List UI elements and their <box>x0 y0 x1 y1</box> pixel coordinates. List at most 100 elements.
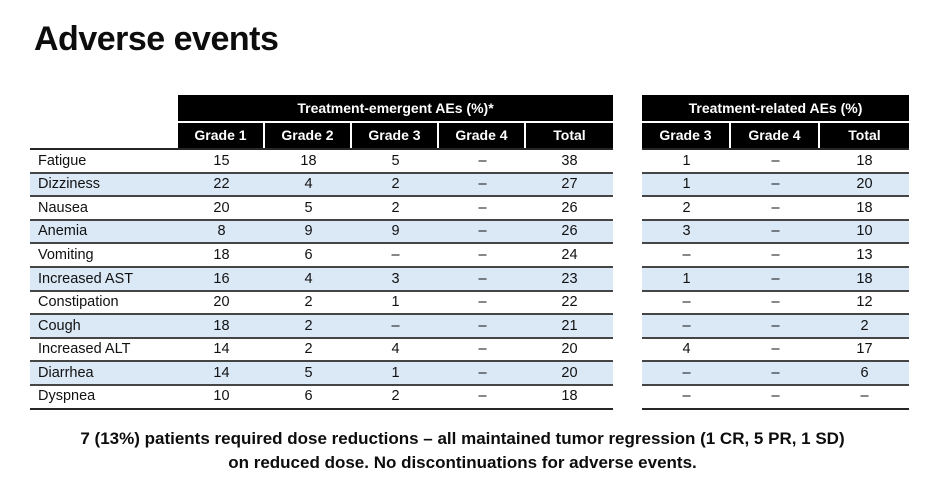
related-value-cell: 4 <box>682 341 691 358</box>
related-value-cell: 18 <box>856 270 873 287</box>
emergent-value-cell: 5 <box>304 199 313 216</box>
emergent-value-cell: 2 <box>304 317 313 334</box>
emergent-value-cell: 2 <box>391 388 400 405</box>
emergent-value-cell: 2 <box>391 176 400 193</box>
table-row: 1 – 18 <box>642 150 909 174</box>
emergent-value-cell: 16 <box>213 270 230 287</box>
emergent-value-cell: 2 <box>304 341 313 358</box>
related-value-cell: – <box>771 223 780 240</box>
table-row: Increased AST 16 4 3 – 23 <box>30 267 613 292</box>
related-value-cell: – <box>771 364 780 381</box>
emergent-value-cell: 20 <box>561 341 578 358</box>
table-row: Nausea 20 5 2 – 26 <box>30 197 613 221</box>
emergent-group-header-row: Treatment-emergent AEs (%)* <box>30 95 613 123</box>
column-header-grade4: Grade 4 <box>439 123 526 148</box>
emergent-column-header-row: Grade 1 Grade 2 Grade 3 Grade 4 Total <box>30 123 613 148</box>
related-value-cell: – <box>682 317 691 334</box>
row-label: Dizziness <box>38 176 101 193</box>
row-label: Vomiting <box>38 246 94 263</box>
emergent-value-cell: 14 <box>213 364 230 381</box>
related-table-body: 1–18 1–20 2–18 3–10– –13 1–18– –12– –2 4–17– –6– –… <box>642 148 909 410</box>
emergent-value-cell: – <box>391 246 400 263</box>
emergent-value-cell: 3 <box>391 270 400 287</box>
column-header-grade3: Grade 3 <box>352 123 439 148</box>
related-value-cell: 2 <box>860 317 869 334</box>
related-value-cell: – <box>771 270 780 287</box>
column-header-grade1: Grade 1 <box>178 123 265 148</box>
emergent-value-cell: 22 <box>561 294 578 311</box>
emergent-value-cell: 2 <box>304 294 313 311</box>
emergent-value-cell: – <box>478 388 487 405</box>
table-row: – – 2 <box>642 315 909 339</box>
emergent-value-cell: – <box>478 176 487 193</box>
related-value-cell: – <box>771 246 780 263</box>
emergent-value-cell: 24 <box>561 246 578 263</box>
emergent-value-cell: 20 <box>213 199 230 216</box>
related-value-cell: 1 <box>682 176 691 193</box>
emergent-value-cell: – <box>478 270 487 287</box>
emergent-value-cell: – <box>478 317 487 334</box>
emergent-value-cell: 2 <box>391 199 400 216</box>
related-value-cell: 18 <box>856 199 873 216</box>
related-value-cell: – <box>771 152 780 169</box>
emergent-value-cell: 23 <box>561 270 578 287</box>
table-row: Diarrhea 14 5 1 – 20 <box>30 362 613 386</box>
related-value-cell: 6 <box>860 364 869 381</box>
related-column-header-row: Grade 3 Grade 4 Total <box>642 123 909 148</box>
table-row: – – 13 <box>642 244 909 268</box>
row-label: Increased AST <box>38 270 134 287</box>
emergent-value-cell: 26 <box>561 223 578 240</box>
treatment-related-table: Treatment-related AEs (%) Grade 3 Grade … <box>642 95 909 410</box>
emergent-value-cell: 4 <box>304 270 313 287</box>
table-row: Vomiting 18 6 – – 24 <box>30 244 613 268</box>
related-group-header-row: Treatment-related AEs (%) <box>642 95 909 123</box>
table-row: 3 – 10 <box>642 220 909 245</box>
row-label: Nausea <box>38 199 88 216</box>
emergent-value-cell: – <box>478 223 487 240</box>
emergent-value-cell: – <box>391 317 400 334</box>
emergent-value-cell: 8 <box>217 223 226 240</box>
emergent-value-cell: 9 <box>391 223 400 240</box>
table-row: Cough 18 2 – – 21 <box>30 315 613 339</box>
related-value-cell: – <box>682 246 691 263</box>
column-header-total: Total <box>526 123 613 148</box>
emergent-value-cell: 6 <box>304 388 313 405</box>
table-row: 4 – 17 <box>642 339 909 363</box>
related-value-cell: 18 <box>856 152 873 169</box>
table-row: Increased ALT 14 2 4 – 20 <box>30 339 613 363</box>
adverse-events-tables: Treatment-emergent AEs (%)* Grade 1 Grad… <box>30 95 909 410</box>
row-label: Dyspnea <box>38 388 96 405</box>
emergent-table-title: Treatment-emergent AEs (%)* <box>178 95 613 123</box>
related-value-cell: 10 <box>856 223 873 240</box>
table-row: 1 – 20 <box>642 173 909 198</box>
related-value-cell: – <box>771 388 780 405</box>
emergent-value-cell: 1 <box>391 364 400 381</box>
emergent-table-body: Fatigue 15 18 5–38 Dizziness 22 4 2–27 Nausea 20 5… <box>30 148 613 410</box>
related-value-cell: – <box>771 341 780 358</box>
column-header-grade2: Grade 2 <box>265 123 352 148</box>
row-label: Constipation <box>38 294 119 311</box>
related-value-cell: 12 <box>856 294 873 311</box>
related-value-cell: 2 <box>682 199 691 216</box>
related-value-cell: – <box>771 176 780 193</box>
related-value-cell: – <box>682 364 691 381</box>
emergent-value-cell: 20 <box>213 294 230 311</box>
related-value-cell: – <box>860 388 869 405</box>
related-value-cell: 1 <box>682 270 691 287</box>
table-row: Dizziness 22 4 2 – 27 <box>30 173 613 198</box>
emergent-value-cell: 18 <box>213 246 230 263</box>
related-value-cell: – <box>771 317 780 334</box>
emergent-value-cell: – <box>478 199 487 216</box>
table-row: 2 – 18 <box>642 197 909 221</box>
related-value-cell: 3 <box>682 223 691 240</box>
column-header-total: Total <box>820 123 909 148</box>
table-row: – – 12 <box>642 292 909 316</box>
emergent-value-cell: 4 <box>304 176 313 193</box>
related-value-cell: 20 <box>856 176 873 193</box>
table-row: – – 6 <box>642 362 909 386</box>
emergent-value-cell: 5 <box>304 364 313 381</box>
emergent-value-cell: 18 <box>300 152 317 169</box>
emergent-value-cell: – <box>478 246 487 263</box>
emergent-value-cell: 4 <box>391 341 400 358</box>
emergent-value-cell: 27 <box>561 176 578 193</box>
